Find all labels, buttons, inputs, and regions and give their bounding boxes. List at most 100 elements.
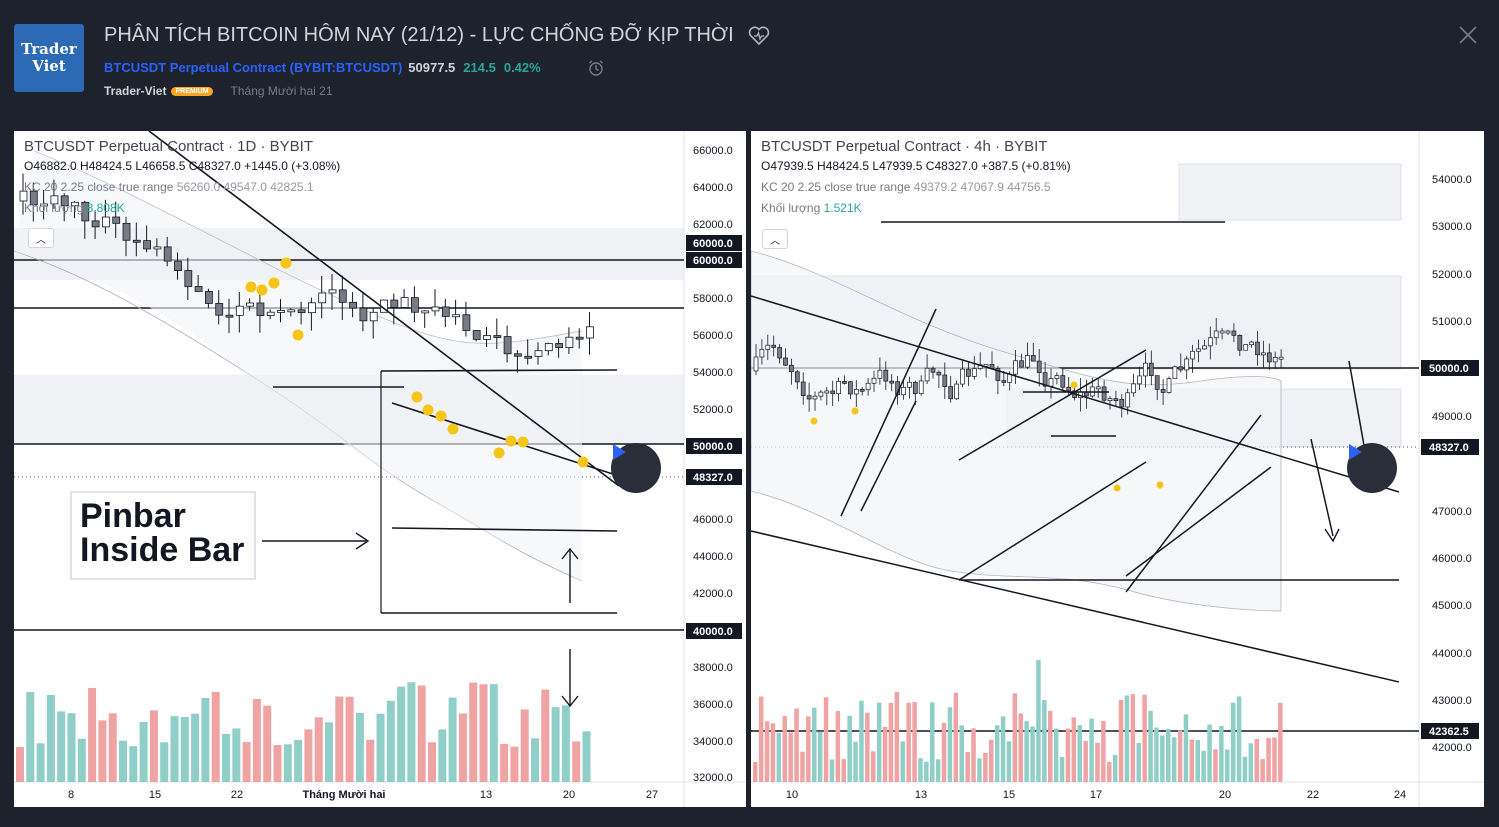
volume-bar: [1059, 756, 1065, 782]
volume-indicator[interactable]: Khối lượng 8.808K: [24, 201, 340, 215]
volume-bar: [355, 712, 364, 782]
volume-bar: [129, 746, 138, 782]
volume-bar: [983, 752, 988, 782]
candle-body: [452, 314, 461, 318]
candle-body: [91, 220, 100, 228]
collapse-legend-button[interactable]: ︿: [28, 228, 54, 248]
volume-bar: [753, 761, 758, 782]
candle-body: [555, 343, 563, 348]
annotation-pinbar-insidebar[interactable]: Pinbar Inside Bar: [70, 491, 256, 580]
volume-bar: [46, 695, 55, 782]
volume-bar: [965, 751, 970, 782]
volume-bar: [232, 728, 241, 782]
candle-body: [235, 305, 244, 316]
price-tag: [686, 623, 742, 639]
play-button[interactable]: [1347, 443, 1397, 493]
candle-body: [1036, 360, 1042, 373]
volume-bar: [438, 729, 447, 782]
author-name[interactable]: Trader-Viet: [104, 84, 167, 98]
collapse-legend-button[interactable]: ︿: [762, 229, 788, 249]
volume-bar: [1077, 725, 1082, 782]
volume-bar: [582, 731, 591, 782]
price-change-pct: 0.42%: [503, 60, 541, 75]
candle-body: [848, 381, 853, 395]
volume-bar: [1183, 714, 1189, 782]
volume-bar: [1230, 702, 1236, 782]
candle-body: [29, 190, 38, 206]
candle-body: [81, 201, 90, 222]
price-axis-label: 34000.0: [693, 736, 733, 748]
time-axis-label: 22: [231, 789, 243, 801]
volume-bar: [1266, 737, 1271, 782]
candle-body: [1125, 392, 1131, 408]
down-arrow: [1348, 360, 1366, 452]
candle-body: [225, 314, 234, 318]
price-axis-label: 52000.0: [693, 404, 733, 416]
volume-bar: [1213, 749, 1218, 782]
volume-bar: [26, 692, 35, 782]
candle-body: [369, 311, 378, 322]
volume-bar: [1000, 716, 1006, 782]
volume-bar: [1236, 696, 1242, 782]
volume-bar: [1107, 761, 1112, 782]
volume-bar: [551, 707, 560, 782]
time-axis-label: 20: [1219, 789, 1231, 801]
chart-4h[interactable]: 54000.0 53000.0 52000.0 51000.0 49000.0 47000…: [751, 131, 1484, 807]
chart-4h-title: BTCUSDT Perpetual Contract · 4h · BYBIT: [761, 138, 1048, 155]
time-axis-label: 8: [68, 789, 74, 801]
candle-body: [431, 306, 440, 312]
volume-bar: [1036, 660, 1041, 782]
candle-body: [410, 297, 419, 313]
volume-bar: [417, 685, 426, 782]
candle-body: [483, 335, 491, 340]
volume-bar: [1095, 742, 1100, 782]
volume-bar: [1124, 695, 1130, 782]
price-axis-label: 66000.0: [693, 145, 733, 157]
price-tag: [1421, 439, 1479, 455]
candle-body: [493, 335, 502, 338]
chart-daily[interactable]: 66000.0 64000.0 62000.0 58000.0 56000.0 54000…: [14, 131, 746, 807]
inside-bar-top: [380, 369, 618, 372]
price-tag-label: 60000.0: [693, 238, 733, 250]
candle-body: [472, 330, 481, 340]
price-tag-label: 60000.0: [693, 255, 733, 267]
candle-body: [318, 292, 327, 304]
candle-body: [328, 289, 337, 294]
volume-bar: [847, 715, 852, 782]
annotation-line-1: Pinbar: [80, 497, 186, 535]
volume-indicator[interactable]: Khối lượng 1.521K: [761, 201, 1071, 215]
volume-bar: [386, 700, 395, 782]
annotation-line-2: Inside Bar: [80, 531, 245, 569]
signal-marker: [280, 257, 292, 269]
chart-daily-canvas[interactable]: 66000.0 64000.0 62000.0 58000.0 56000.0 54000…: [14, 131, 746, 807]
play-button[interactable]: [611, 443, 661, 493]
candle-body: [1249, 341, 1254, 345]
volume-bar: [865, 712, 870, 782]
chart-4h-canvas[interactable]: 54000.0 53000.0 52000.0 51000.0 49000.0 47000…: [751, 131, 1484, 807]
kc-indicator[interactable]: KC 20 2.25 close true range 49379.2 4706…: [761, 180, 1071, 194]
volume-bar: [1030, 726, 1035, 782]
symbol-link[interactable]: BTCUSDT Perpetual Contract (BYBIT:BTCUSD…: [104, 60, 403, 75]
candle-body: [184, 270, 193, 287]
candle-body: [1013, 360, 1018, 375]
heart-icon[interactable]: [748, 26, 770, 51]
volume-bar: [201, 697, 210, 782]
close-icon[interactable]: [1458, 25, 1478, 50]
logo-line2: Viet: [32, 57, 66, 75]
trader-viet-logo[interactable]: Trader Viet: [14, 24, 84, 92]
volume-bar: [1042, 699, 1047, 782]
volume-bar: [57, 711, 66, 782]
volume-bar: [211, 691, 220, 782]
candle-body: [842, 381, 847, 384]
kc-indicator[interactable]: KC 20 2.25 close true range 56260.0 4954…: [24, 180, 340, 194]
candle-body: [1190, 350, 1195, 360]
volume-bar: [1101, 721, 1106, 782]
chevron-up-icon: ︿: [770, 235, 780, 247]
volume-value: 1.521K: [823, 201, 862, 215]
candle-body: [400, 297, 409, 308]
candle-body: [954, 383, 959, 400]
alarm-icon[interactable]: [587, 59, 605, 82]
candle-body: [1178, 366, 1184, 371]
publish-date: Tháng Mười hai 21: [230, 84, 333, 98]
candle-body: [586, 326, 594, 339]
